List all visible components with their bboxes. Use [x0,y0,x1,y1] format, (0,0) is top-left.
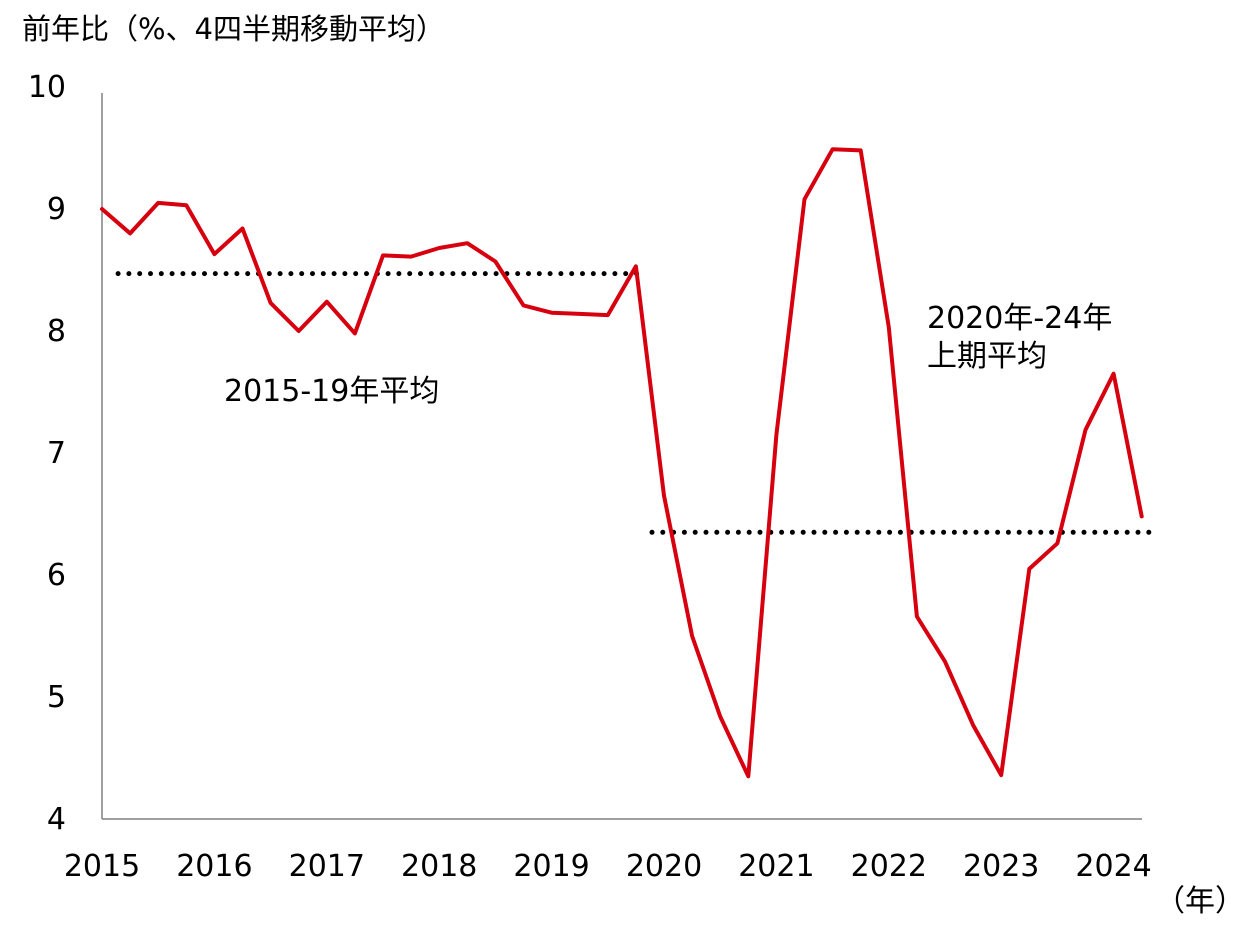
y-tick-label: 5 [47,680,66,715]
y-tick-label: 4 [47,802,66,837]
x-axis-unit: （年） [1155,884,1245,919]
y-tick-label: 9 [47,192,66,227]
x-tick-label: 2023 [963,849,1039,884]
x-tick-label: 2019 [513,849,589,884]
x-tick-label: 2024 [1075,849,1151,884]
x-tick-label: 2022 [851,849,927,884]
x-tick-label: 2018 [401,849,477,884]
x-tick-label: 2021 [738,849,814,884]
x-axis-ticks: 2015 2016 2017 2018 2019 2020 2021 2022 2023 2024 [64,849,1152,884]
x-tick-label: 2015 [64,849,140,884]
y-tick-label: 7 [47,436,66,471]
x-tick-label: 2020 [626,849,702,884]
annotation-2015-19-average: 2015-19年平均 [224,374,439,409]
x-tick-label: 2016 [176,849,252,884]
y-tick-label: 6 [47,558,66,593]
x-tick-label: 2017 [289,849,365,884]
y-axis-ticks: 4 5 6 7 8 9 10 [28,70,66,837]
series-line [100,147,1144,779]
y-tick-label: 8 [47,314,66,349]
annotation-2020-24-average-line1: 2020年-24年 [927,301,1112,336]
y-tick-label: 10 [28,70,66,105]
y-axis-title: 前年比（%、4四半期移動平均） [22,12,445,46]
annotation-2020-24-average-line2: 上期平均 [927,339,1047,374]
reference-lines [115,271,1153,535]
